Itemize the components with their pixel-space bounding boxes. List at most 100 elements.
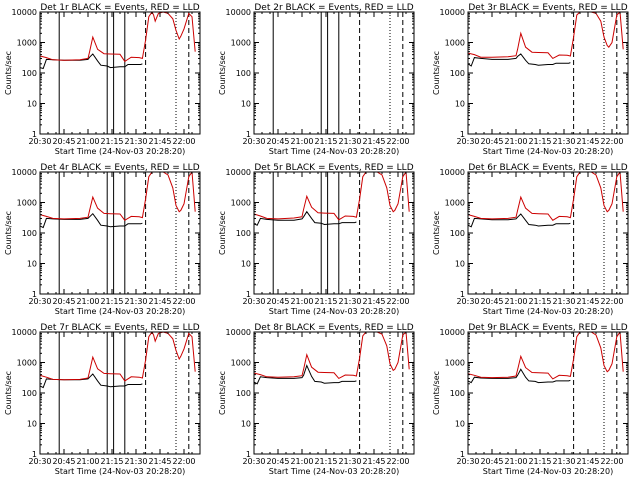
series-line-events bbox=[254, 364, 357, 385]
detector-panel-4: Det 4r BLACK = Events, RED = LLD 1 10 100 10… bbox=[4, 163, 201, 316]
x-tick-label: 21:15 bbox=[528, 457, 551, 466]
x-tick-label: 20:30 bbox=[28, 137, 51, 146]
x-tick-label: 22:00 bbox=[386, 297, 409, 306]
x-axis-label: Start Time (24-Nov-03 20:28:20) bbox=[55, 147, 185, 156]
x-tick-label: 21:45 bbox=[362, 137, 385, 146]
x-tick-label: 21:45 bbox=[576, 297, 599, 306]
detector-panel-2: Det 2r BLACK = Events, RED = LLD 1 10 100 10… bbox=[218, 3, 415, 156]
x-tick-label: 20:30 bbox=[242, 137, 265, 146]
detector-panel-7: Det 7r BLACK = Events, RED = LLD 1 10 100 10… bbox=[4, 323, 201, 476]
y-tick-label: 1 bbox=[460, 290, 465, 299]
y-tick-label: 1 bbox=[460, 130, 465, 139]
series-line-events bbox=[254, 210, 357, 226]
y-tick-label: 100 bbox=[236, 389, 251, 398]
x-tick-label: 21:45 bbox=[362, 457, 385, 466]
series-line-events bbox=[40, 373, 143, 389]
series-lines bbox=[468, 332, 624, 384]
y-tick-label: 1000 bbox=[445, 39, 465, 48]
series-line-events bbox=[468, 213, 571, 228]
x-tick-label: 21:30 bbox=[124, 457, 147, 466]
y-axis-label: Counts/sec bbox=[432, 211, 441, 255]
x-axis-label: Start Time (24-Nov-03 20:28:20) bbox=[269, 147, 399, 156]
y-axis-label: Counts/sec bbox=[218, 51, 227, 95]
marker-lines bbox=[58, 172, 190, 294]
x-tick-label: 22:00 bbox=[600, 297, 623, 306]
y-tick-label: 10 bbox=[241, 100, 251, 109]
x-axis-label: Start Time (24-Nov-03 20:28:20) bbox=[269, 307, 399, 316]
series-line-lld bbox=[40, 172, 196, 221]
series-line-events bbox=[40, 53, 143, 70]
y-axis-label: Counts/sec bbox=[432, 371, 441, 415]
x-tick-label: 22:00 bbox=[386, 457, 409, 466]
x-tick-label: 21:30 bbox=[338, 137, 361, 146]
y-tick-label: 10000 bbox=[440, 168, 465, 177]
x-tick-label: 20:45 bbox=[480, 297, 503, 306]
y-tick-label: 1 bbox=[246, 290, 251, 299]
x-tick-label: 21:00 bbox=[290, 137, 313, 146]
y-tick-label: 10 bbox=[455, 420, 465, 429]
y-tick-label: 1 bbox=[32, 290, 37, 299]
x-tick-label: 21:15 bbox=[314, 297, 337, 306]
x-tick-label: 20:30 bbox=[456, 297, 479, 306]
x-tick-label: 21:15 bbox=[528, 297, 551, 306]
x-axis-label: Start Time (24-Nov-03 20:28:20) bbox=[55, 307, 185, 316]
x-tick-label: 20:45 bbox=[480, 457, 503, 466]
x-tick-label: 20:45 bbox=[480, 137, 503, 146]
y-tick-label: 10000 bbox=[12, 8, 37, 17]
detector-panel-5: Det 5r BLACK = Events, RED = LLD 1 10 100 10… bbox=[218, 163, 415, 316]
y-tick-label: 1000 bbox=[17, 359, 37, 368]
series-line-lld bbox=[254, 332, 410, 380]
series-lines bbox=[468, 12, 624, 67]
detector-panel-3: Det 3r BLACK = Events, RED = LLD 1 10 100 10… bbox=[432, 3, 629, 156]
y-tick-label: 100 bbox=[450, 389, 465, 398]
marker-lines bbox=[359, 332, 404, 454]
y-tick-label: 10000 bbox=[226, 168, 251, 177]
y-axis-label: Counts/sec bbox=[218, 211, 227, 255]
x-tick-label: 20:30 bbox=[242, 297, 265, 306]
detector-panel-9: Det 9r BLACK = Events, RED = LLD 1 10 100 10… bbox=[432, 323, 629, 476]
x-tick-label: 21:45 bbox=[576, 137, 599, 146]
x-tick-label: 22:00 bbox=[172, 137, 195, 146]
x-tick-label: 21:30 bbox=[552, 137, 575, 146]
x-tick-label: 21:00 bbox=[504, 137, 527, 146]
y-tick-label: 1000 bbox=[445, 199, 465, 208]
y-tick-label: 10 bbox=[455, 260, 465, 269]
series-lines bbox=[254, 172, 410, 226]
series-line-lld bbox=[254, 172, 410, 221]
x-tick-label: 21:15 bbox=[528, 137, 551, 146]
x-tick-label: 20:30 bbox=[242, 457, 265, 466]
marker-lines bbox=[58, 12, 190, 134]
y-tick-label: 10000 bbox=[12, 328, 37, 337]
x-tick-label: 22:00 bbox=[172, 457, 195, 466]
y-axis-label: Counts/sec bbox=[4, 211, 13, 255]
y-tick-label: 1000 bbox=[231, 199, 251, 208]
series-line-events bbox=[468, 53, 571, 67]
y-tick-label: 1 bbox=[246, 450, 251, 459]
x-tick-label: 21:15 bbox=[100, 137, 123, 146]
detector-panel-6: Det 6r BLACK = Events, RED = LLD 1 10 100 10… bbox=[432, 163, 629, 316]
marker-lines bbox=[272, 172, 404, 294]
detector-panel-8: Det 8r BLACK = Events, RED = LLD 1 10 100 10… bbox=[218, 323, 415, 476]
series-line-lld bbox=[468, 332, 624, 380]
panel-title: Det 4r BLACK = Events, RED = LLD bbox=[40, 163, 199, 173]
marker-lines bbox=[58, 332, 190, 454]
y-tick-label: 10 bbox=[241, 260, 251, 269]
series-lines bbox=[40, 12, 196, 70]
y-tick-label: 100 bbox=[450, 229, 465, 238]
series-line-lld bbox=[468, 172, 624, 221]
x-tick-label: 21:30 bbox=[124, 297, 147, 306]
x-tick-label: 22:00 bbox=[600, 137, 623, 146]
y-tick-label: 100 bbox=[22, 69, 37, 78]
x-axis-label: Start Time (24-Nov-03 20:28:20) bbox=[483, 467, 613, 476]
y-tick-label: 10000 bbox=[226, 8, 251, 17]
series-line-lld bbox=[468, 12, 624, 60]
x-tick-label: 21:15 bbox=[314, 457, 337, 466]
x-tick-label: 21:00 bbox=[290, 457, 313, 466]
x-axis-label: Start Time (24-Nov-03 20:28:20) bbox=[483, 307, 613, 316]
x-tick-label: 21:00 bbox=[76, 137, 99, 146]
panel-title: Det 1r BLACK = Events, RED = LLD bbox=[40, 3, 199, 13]
series-lines bbox=[468, 172, 624, 228]
x-tick-label: 20:45 bbox=[52, 137, 75, 146]
x-tick-label: 21:30 bbox=[338, 457, 361, 466]
